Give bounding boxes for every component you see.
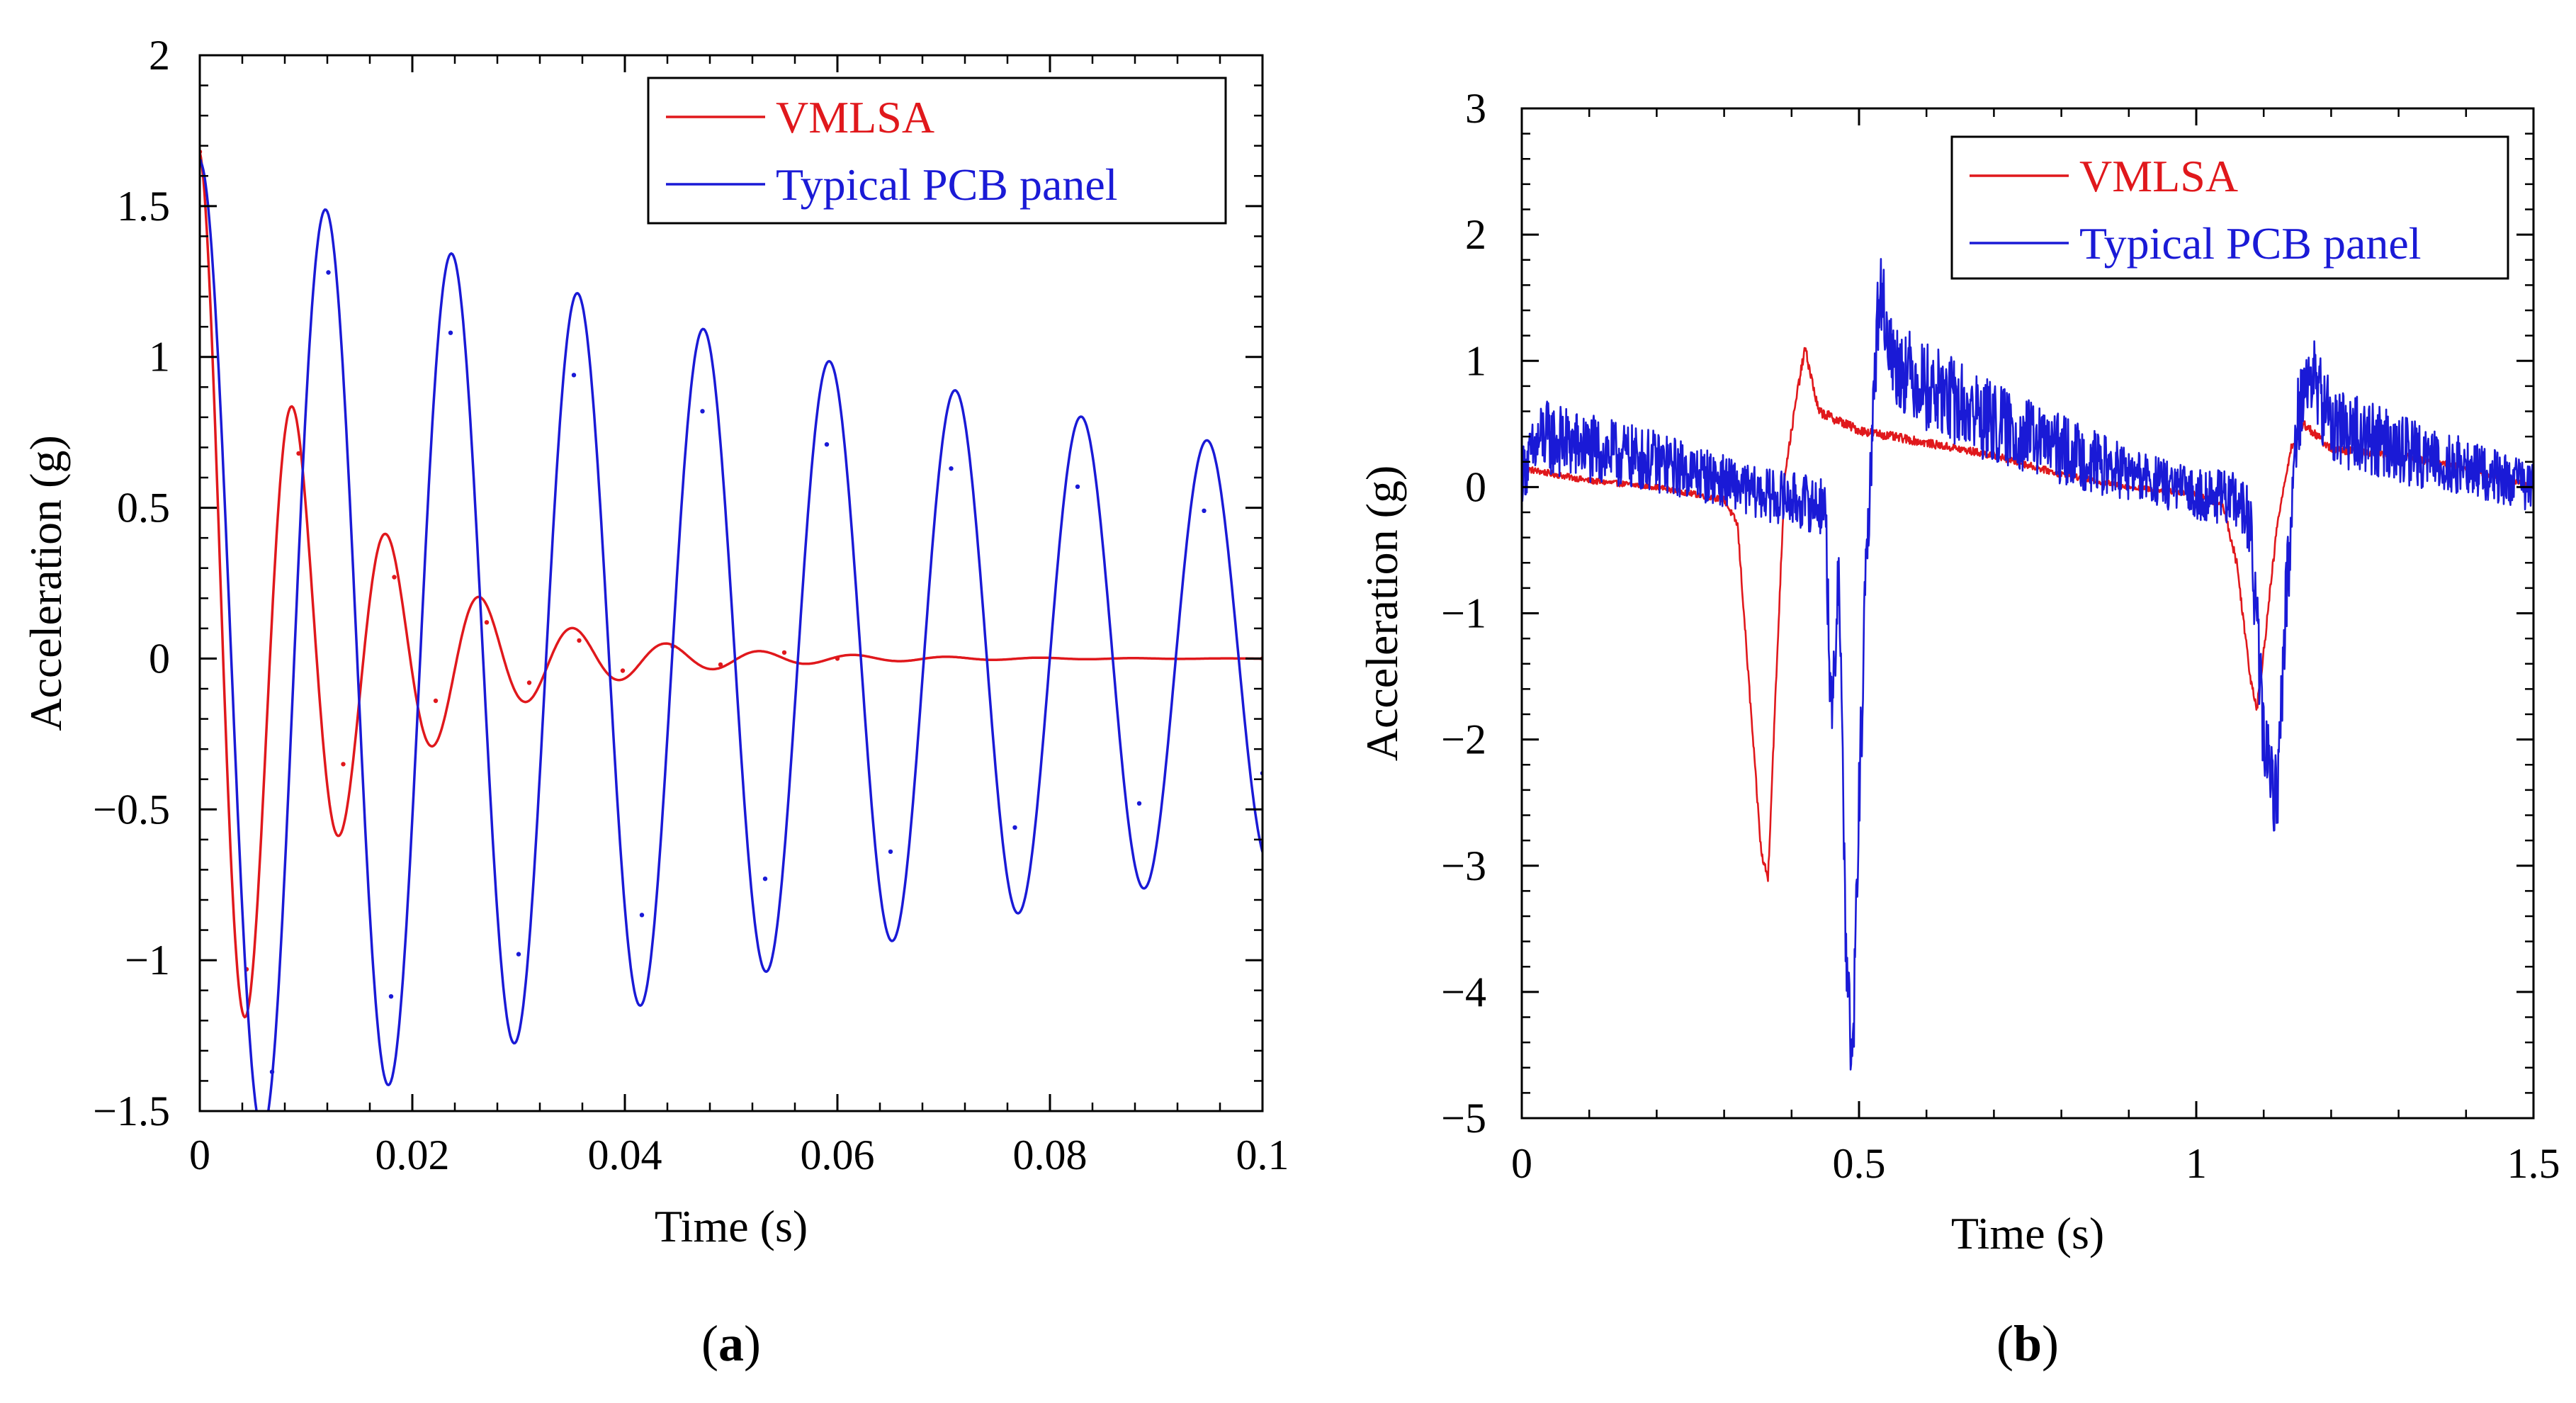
caption-close-paren: ) (2042, 1315, 2059, 1372)
data-point (1075, 484, 1080, 489)
y-tick-label: −1 (1441, 590, 1486, 637)
data-point (639, 913, 645, 918)
data-point (448, 330, 453, 335)
y-tick-label: 1 (149, 334, 170, 381)
y-tick-label: 1 (1465, 337, 1486, 384)
data-point (577, 638, 582, 643)
y-tick-label: −3 (1441, 843, 1486, 889)
data-point (762, 877, 768, 881)
caption-letter: a (718, 1315, 744, 1372)
data-point (571, 373, 577, 378)
x-tick-label: 0.02 (375, 1132, 450, 1178)
plot-area (1522, 258, 2533, 1071)
plot-area (200, 150, 1262, 1111)
y-tick-label: 0 (1465, 463, 1486, 510)
data-point (888, 849, 893, 855)
y-tick-label: −0.5 (93, 786, 170, 833)
panel-caption: (a) (701, 1315, 761, 1372)
data-point (620, 668, 626, 673)
caption-open-paren: ( (701, 1315, 718, 1372)
legend-box (647, 77, 1227, 225)
y-tick-label: 0 (149, 635, 170, 682)
y-tick-label: 2 (149, 32, 170, 79)
data-point (824, 442, 830, 447)
caption-close-paren: ) (744, 1315, 761, 1372)
y-tick-label: −4 (1441, 969, 1486, 1015)
x-tick-label: 0.04 (588, 1132, 662, 1178)
legend-label: Typical PCB panel (2079, 218, 2422, 269)
data-point (949, 466, 954, 471)
x-tick-label: 0.06 (801, 1132, 875, 1178)
x-tick-label: 1 (2186, 1140, 2207, 1187)
series-line-typical-pcb-panel (200, 159, 1262, 1111)
data-point (526, 680, 532, 685)
data-point (392, 575, 397, 580)
panel-caption: (b) (1996, 1315, 2059, 1372)
series-line-typical-pcb-panel (1522, 258, 2533, 1071)
data-point (1136, 801, 1142, 806)
y-tick-label: −2 (1441, 716, 1486, 763)
y-tick-label: −5 (1441, 1095, 1486, 1142)
data-point (835, 656, 840, 661)
y-tick-label: −1.5 (93, 1088, 170, 1134)
legend-label: VMLSA (2079, 151, 2238, 201)
data-point (718, 662, 723, 667)
data-point (484, 620, 490, 625)
y-axis-label: Acceleration (g) (1357, 466, 1407, 762)
y-tick-label: 1.5 (117, 183, 170, 230)
y-tick-label: −1 (125, 937, 170, 984)
caption-letter: b (2013, 1315, 2042, 1372)
x-axis-label: Time (s) (1951, 1208, 2104, 1258)
data-point (326, 270, 331, 275)
data-point (269, 1069, 275, 1074)
panel-b-chart: 0 0.5 1 1.5 −5 −4 −3 −2 −1 0 1 2 3 Time (s) Accelerati… (1357, 85, 2560, 1372)
data-point (388, 994, 394, 999)
x-tick-label: 0.5 (1833, 1140, 1886, 1187)
plot-frame (198, 54, 1264, 1112)
series-line-vmlsa (200, 151, 1262, 1019)
panel-a-chart: 0 0.02 0.04 0.06 0.08 0.1 −1.5 −1 −0.5 0 0.5 1 1.5 2 T… (21, 32, 1289, 1372)
x-tick-label: 0 (189, 1132, 210, 1178)
x-axis-label: Time (s) (655, 1201, 808, 1251)
data-point (433, 698, 439, 704)
data-point (516, 952, 521, 957)
y-tick-label: 3 (1465, 85, 1486, 132)
y-tick-label: 0.5 (117, 485, 170, 531)
data-point (296, 451, 301, 456)
y-tick-label: 2 (1465, 211, 1486, 258)
legend: VMLSA Typical PCB panel (1950, 135, 2509, 280)
legend-box (1950, 135, 2509, 280)
data-point (781, 650, 787, 655)
x-tick-label: 1.5 (2507, 1140, 2560, 1187)
y-axis-label: Acceleration (g) (21, 435, 71, 731)
x-tick-label: 0 (1511, 1140, 1532, 1187)
x-tick-label: 0.08 (1013, 1132, 1088, 1178)
caption-open-paren: ( (1996, 1315, 2013, 1372)
legend-label: Typical PCB panel (776, 159, 1118, 210)
legend: VMLSA Typical PCB panel (647, 77, 1227, 225)
x-tick-label: 0.1 (1236, 1132, 1289, 1178)
data-point (1202, 508, 1207, 513)
legend-label: VMLSA (776, 92, 934, 142)
data-point (700, 409, 705, 414)
data-point (341, 762, 346, 767)
data-point (1012, 825, 1017, 830)
